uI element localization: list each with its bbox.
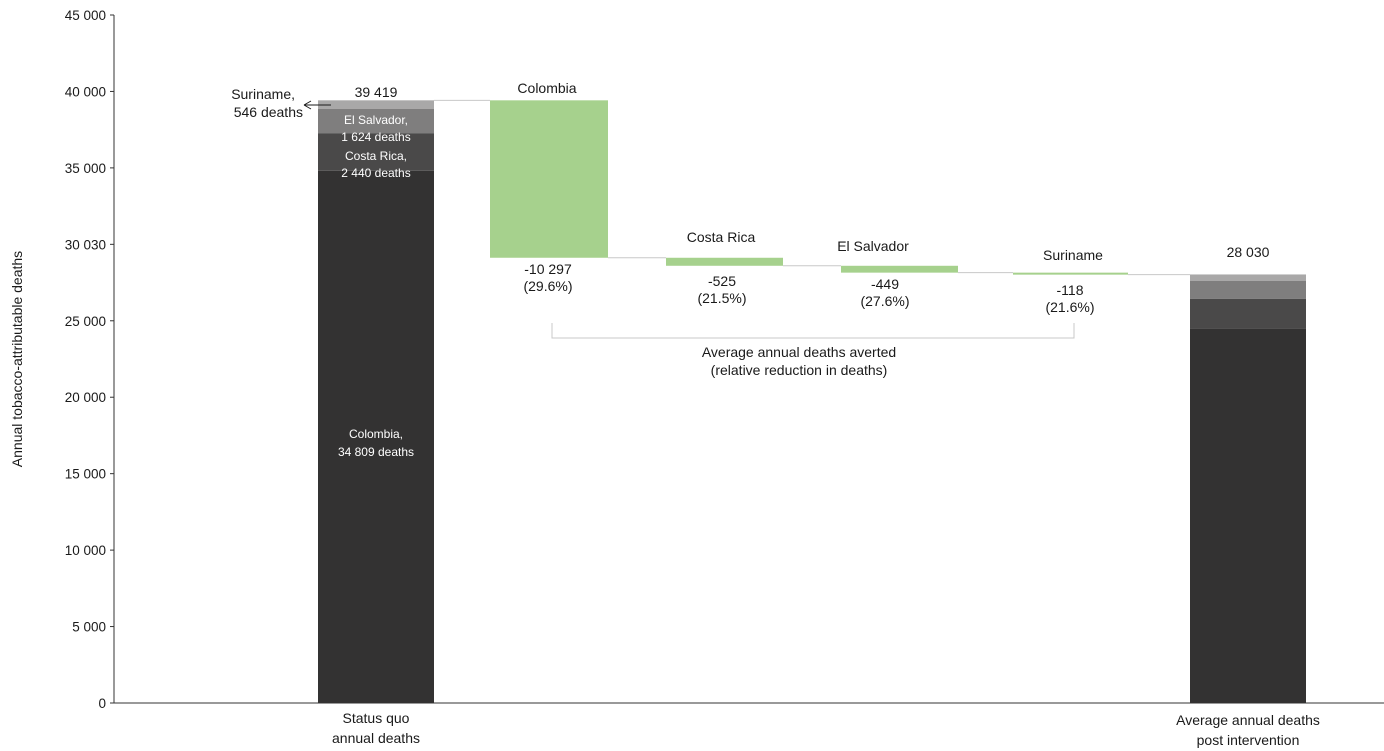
y-axis-title: Annual tobacco-attributable deaths bbox=[9, 251, 25, 467]
status-quo-segment-suriname bbox=[318, 100, 434, 109]
bracket-annotation-line2: (relative reduction in deaths) bbox=[711, 362, 888, 378]
reduction-country-label: Costa Rica bbox=[687, 229, 756, 245]
reduction-pct-label: (29.6%) bbox=[523, 278, 572, 294]
reduction-pct-label: (27.6%) bbox=[860, 293, 909, 309]
arrow-left-icon bbox=[303, 100, 312, 110]
post-segment-costa-rica bbox=[1190, 298, 1306, 329]
reduction-country-label: Suriname bbox=[1043, 247, 1103, 263]
segment-label-deaths: 1 624 deaths bbox=[341, 130, 410, 144]
x-label-post-line2: post intervention bbox=[1197, 732, 1300, 748]
y-tick-label: 30 030 bbox=[65, 237, 106, 252]
reduction-bar-suriname bbox=[1013, 272, 1128, 275]
segment-label-deaths: 34 809 deaths bbox=[338, 445, 414, 459]
segment-label-country: Colombia, bbox=[349, 427, 403, 441]
post-total-label: 28 030 bbox=[1227, 244, 1270, 260]
y-tick-label: 40 000 bbox=[65, 84, 106, 99]
status-quo-total-label: 39 419 bbox=[355, 84, 398, 100]
reduction-country-label: El Salvador bbox=[837, 238, 909, 254]
y-tick-label: 15 000 bbox=[65, 467, 106, 482]
status-quo-segment-colombia bbox=[318, 170, 434, 703]
y-tick-label: 45 000 bbox=[65, 8, 106, 23]
segment-label-country: Costa Rica, bbox=[345, 149, 407, 163]
reduction-pct-label: (21.5%) bbox=[697, 290, 746, 306]
bracket-annotation-line1: Average annual deaths averted bbox=[702, 344, 896, 360]
post-segment-colombia bbox=[1190, 328, 1306, 703]
segment-label-country: El Salvador, bbox=[344, 113, 408, 127]
reduction-value-label: -525 bbox=[708, 273, 736, 289]
reduction-value-label: -10 297 bbox=[524, 261, 572, 277]
y-tick-label: 5 000 bbox=[72, 620, 106, 635]
reduction-bar-colombia bbox=[490, 100, 608, 258]
averted-bracket bbox=[551, 323, 1075, 339]
x-label-status-quo-line2: annual deaths bbox=[332, 730, 420, 746]
y-tick-label: 10 000 bbox=[65, 543, 106, 558]
reduction-bar-el-salvador bbox=[841, 265, 958, 273]
suriname-label-country: Suriname, bbox=[231, 86, 295, 102]
y-tick-label: 0 bbox=[98, 696, 106, 711]
status-quo-segment-el-salvador bbox=[318, 108, 434, 134]
reduction-value-label: -118 bbox=[1057, 282, 1084, 298]
reduction-country-label: Colombia bbox=[517, 80, 576, 96]
post-segment-suriname bbox=[1190, 274, 1306, 281]
x-label-post-line1: Average annual deaths bbox=[1176, 712, 1320, 728]
status-quo-segment-costa-rica bbox=[318, 133, 434, 171]
y-tick-label: 25 000 bbox=[65, 314, 106, 329]
reduction-value-label: -449 bbox=[871, 276, 899, 292]
suriname-label-deaths: 546 deaths bbox=[234, 104, 303, 120]
y-tick-label: 20 000 bbox=[65, 390, 106, 405]
reduction-bar-costa-rica bbox=[666, 257, 783, 266]
segment-label-deaths: 2 440 deaths bbox=[341, 166, 410, 180]
x-label-status-quo-line1: Status quo bbox=[343, 710, 410, 726]
reduction-pct-label: (21.6%) bbox=[1045, 299, 1094, 315]
post-segment-el-salvador bbox=[1190, 280, 1306, 299]
y-tick-label: 35 000 bbox=[65, 161, 106, 176]
